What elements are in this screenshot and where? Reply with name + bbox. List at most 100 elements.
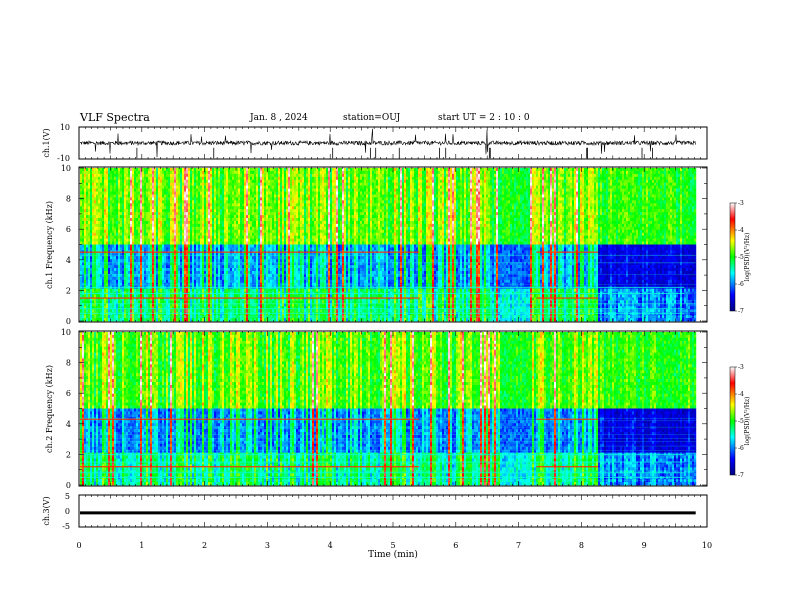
spectrogram-cell — [214, 177, 216, 180]
spectrogram-cell — [662, 174, 664, 177]
spectrogram-cell — [650, 194, 652, 197]
spectrogram-cell — [260, 183, 262, 186]
spectrogram-cell — [556, 180, 558, 183]
spectrogram-cell — [316, 197, 318, 200]
spectrogram-cell — [604, 197, 606, 200]
spectrogram-cell — [198, 212, 200, 215]
spectrogram-cell — [200, 183, 202, 186]
spectrogram-cell — [650, 203, 652, 206]
spectrogram-cell — [354, 174, 356, 177]
spectrogram-cell — [130, 183, 132, 186]
spectrogram-cell — [90, 168, 92, 171]
spectrogram-cell — [544, 186, 546, 189]
spectrogram-cell — [94, 206, 96, 209]
spectrogram-cell — [174, 192, 176, 195]
spectrogram-cell — [408, 171, 410, 174]
spectrogram-cell — [254, 171, 256, 174]
spectrogram-cell — [644, 203, 646, 206]
spectrogram-cell — [598, 192, 600, 195]
spectrogram-cell — [406, 186, 408, 189]
spectrogram-cell — [368, 180, 370, 183]
spectrogram-cell — [670, 168, 672, 171]
spectrogram-cell — [636, 183, 638, 186]
spectrogram-cell — [298, 206, 300, 209]
spectrogram-cell — [618, 209, 620, 212]
spectrogram-cell — [92, 212, 94, 215]
spectrogram-cell — [544, 203, 546, 206]
spectrogram-cell — [640, 192, 642, 195]
spectrogram-cell — [548, 186, 550, 189]
spectrogram-cell — [402, 183, 404, 186]
spectrogram-cell — [612, 174, 614, 177]
spectrogram-cell — [188, 186, 190, 189]
spectrogram-cell — [520, 209, 522, 212]
spectrogram-cell — [510, 194, 512, 197]
spectrogram-cell — [490, 168, 492, 171]
spectrogram-cell — [402, 206, 404, 209]
spectrogram-cell — [628, 192, 630, 195]
spectrogram-cell — [110, 189, 112, 192]
spectrogram-cell — [690, 194, 692, 197]
spectrogram-cell — [532, 200, 534, 203]
spectrogram-cell — [326, 180, 328, 183]
spectrogram-cell — [84, 180, 86, 183]
spectrogram-cell — [272, 174, 274, 177]
spectrogram-cell — [370, 174, 372, 177]
spectrogram-cell — [300, 203, 302, 206]
spectrogram-cell — [264, 200, 266, 203]
spectrogram-cell — [316, 200, 318, 203]
spectrogram-cell — [584, 180, 586, 183]
spectrogram-cell — [488, 200, 490, 203]
spectrogram-cell — [150, 189, 152, 192]
spectrogram-cell — [280, 183, 282, 186]
spectrogram-cell — [188, 180, 190, 183]
spectrogram-cell — [270, 183, 272, 186]
spectrogram-cell — [258, 200, 260, 203]
spectrogram-cell — [216, 209, 218, 212]
spectrogram-cell — [102, 189, 104, 192]
spectrogram-cell — [330, 177, 332, 180]
spectrogram-cell — [382, 171, 384, 174]
spectrogram-cell — [330, 186, 332, 189]
spectrogram-cell — [410, 171, 412, 174]
spectrogram-cell — [348, 180, 350, 183]
spectrogram-cell — [316, 194, 318, 197]
spectrogram-cell — [554, 194, 556, 197]
spectrogram-cell — [166, 183, 168, 186]
spectrogram-cell — [162, 212, 164, 215]
spectrogram-cell — [480, 203, 482, 206]
spectrogram-cell — [306, 212, 308, 215]
spectrogram-cell — [580, 209, 582, 212]
spectrogram-cell — [408, 206, 410, 209]
spectrogram-cell — [90, 189, 92, 192]
spectrogram-cell — [140, 206, 142, 209]
spectrogram-cell — [212, 197, 214, 200]
spectrogram-cell — [384, 189, 386, 192]
spectrogram-cell — [232, 171, 234, 174]
spectrogram-cell — [454, 174, 456, 177]
spectrogram-cell — [452, 168, 454, 171]
spectrogram-cell — [474, 171, 476, 174]
spectrogram-cell — [160, 174, 162, 177]
spectrogram-cell — [306, 203, 308, 206]
spectrogram-cell — [492, 177, 494, 180]
spectrogram-cell — [152, 171, 154, 174]
spectrogram-cell — [610, 192, 612, 195]
spectrogram-cell — [558, 189, 560, 192]
spectrogram-cell — [96, 203, 98, 206]
spectrogram-cell — [656, 171, 658, 174]
spectrogram-cell — [688, 197, 690, 200]
spectrogram-cell — [408, 192, 410, 195]
spectrogram-cell — [334, 183, 336, 186]
spectrogram-cell — [310, 212, 312, 215]
spectrogram-cell — [436, 200, 438, 203]
spectrogram-cell — [154, 177, 156, 180]
spectrogram-cell — [318, 203, 320, 206]
spectrogram-cell — [476, 174, 478, 177]
spectrogram-cell — [560, 197, 562, 200]
spectrogram-cell — [240, 192, 242, 195]
spectrogram-cell — [624, 183, 626, 186]
spectrogram-cell — [620, 186, 622, 189]
spectrogram-cell — [620, 206, 622, 209]
spectrogram-cell — [176, 186, 178, 189]
